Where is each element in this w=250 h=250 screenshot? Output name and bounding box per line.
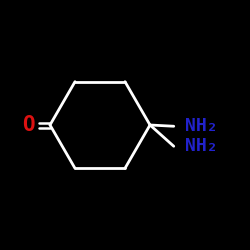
Text: NH₂: NH₂ xyxy=(185,137,218,155)
Text: O: O xyxy=(22,115,35,135)
Text: NH₂: NH₂ xyxy=(185,117,218,135)
